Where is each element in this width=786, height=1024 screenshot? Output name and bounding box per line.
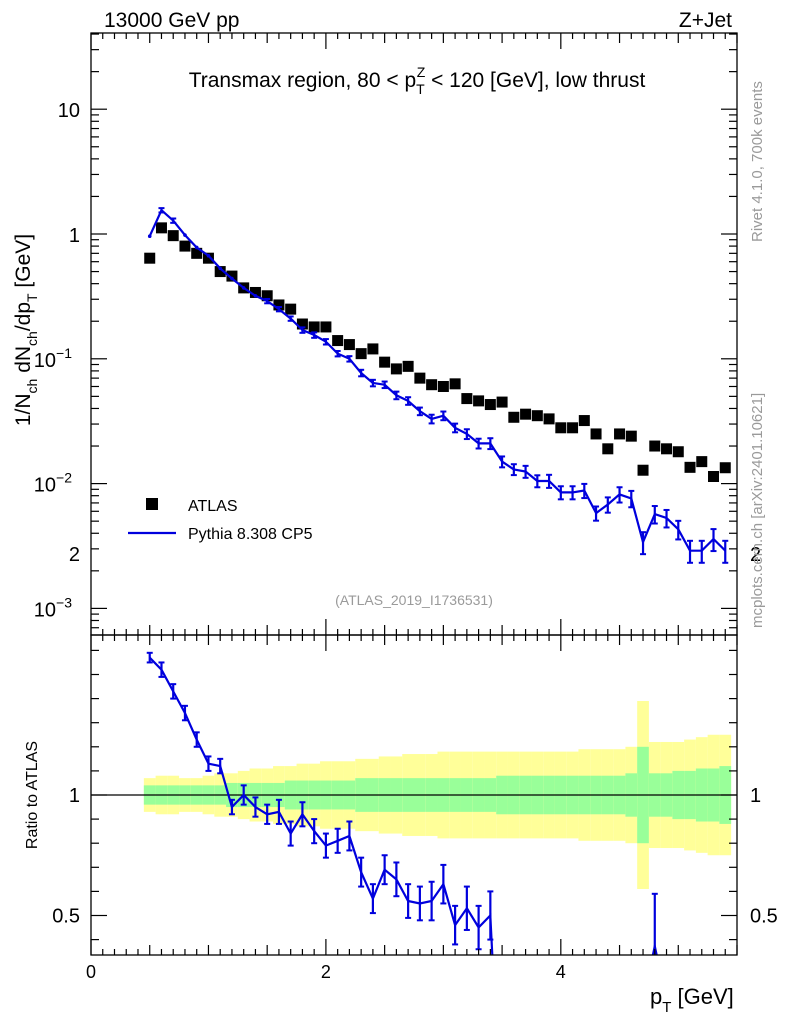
atlas-point bbox=[496, 396, 508, 408]
y-tick-label: 1 bbox=[69, 225, 80, 247]
atlas-point bbox=[567, 422, 579, 434]
x-tick-label: 2 bbox=[321, 962, 331, 982]
atlas-point bbox=[343, 339, 355, 351]
x-axis-label: pT [GeV] bbox=[650, 984, 734, 1016]
atlas-point bbox=[355, 348, 367, 360]
atlas-point bbox=[672, 446, 684, 458]
y-tick-label: 10−3 bbox=[34, 594, 72, 621]
atlas-point bbox=[437, 380, 449, 392]
atlas-point bbox=[625, 430, 637, 442]
ratio-y-tick-label-right: 1 bbox=[750, 785, 761, 807]
atlas-point bbox=[531, 410, 543, 422]
ratio-y-tick-label: 2 bbox=[69, 544, 80, 566]
atlas-point bbox=[214, 266, 226, 278]
main-y-axis-label: 1/Nch dNch/dpT [GeV] bbox=[12, 234, 40, 426]
atlas-point bbox=[144, 252, 156, 264]
ratio-line bbox=[148, 656, 494, 956]
main-plot-area bbox=[144, 207, 731, 564]
atlas-point bbox=[167, 230, 179, 242]
atlas-point bbox=[555, 422, 567, 434]
plot-title: Transmax region, 80 < pTZ < 120 [GeV], l… bbox=[189, 64, 646, 97]
atlas-point bbox=[484, 399, 496, 411]
legend: ATLAS Pythia 8.308 CP5 bbox=[128, 498, 313, 543]
atlas-point bbox=[155, 222, 167, 234]
atlas-point bbox=[637, 464, 649, 476]
atlas-point bbox=[543, 413, 555, 425]
atlas-point bbox=[520, 408, 532, 420]
y-tick-label: 10 bbox=[58, 100, 80, 122]
atlas-point bbox=[708, 470, 720, 482]
ratio-y-tick-label: 0.5 bbox=[52, 906, 80, 928]
analysis-id: (ATLAS_2019_I1736531) bbox=[335, 592, 493, 608]
y-tick-label: 10−2 bbox=[34, 470, 72, 497]
atlas-point bbox=[508, 411, 520, 423]
atlas-point bbox=[696, 456, 708, 468]
atlas-point bbox=[402, 360, 414, 372]
rivet-label: Rivet 4.1.0, 700k events bbox=[749, 81, 766, 242]
legend-atlas-marker bbox=[146, 498, 158, 510]
atlas-point bbox=[473, 395, 485, 407]
atlas-point bbox=[285, 303, 297, 315]
atlas-point bbox=[308, 321, 320, 333]
atlas-point bbox=[379, 356, 391, 368]
atlas-point bbox=[179, 240, 191, 252]
atlas-point bbox=[191, 247, 203, 259]
atlas-point bbox=[226, 270, 238, 282]
atlas-point bbox=[414, 372, 426, 384]
atlas-point bbox=[249, 286, 261, 298]
atlas-point bbox=[320, 321, 332, 333]
atlas-point bbox=[426, 379, 438, 391]
atlas-point bbox=[614, 428, 626, 440]
ratio-y-tick-label: 1 bbox=[69, 785, 80, 807]
atlas-point bbox=[273, 299, 285, 311]
atlas-point bbox=[602, 443, 614, 455]
x-tick-label: 0 bbox=[86, 962, 96, 982]
main-frame bbox=[90, 32, 738, 636]
atlas-point bbox=[261, 290, 273, 302]
atlas-point bbox=[578, 415, 590, 427]
energy-label: 13000 GeV pp bbox=[104, 9, 239, 32]
atlas-point bbox=[590, 428, 602, 440]
legend-atlas-label: ATLAS bbox=[188, 498, 238, 515]
y-tick-label: 10−1 bbox=[34, 345, 72, 372]
atlas-point bbox=[296, 318, 308, 330]
atlas-point bbox=[719, 462, 731, 474]
legend-pythia-label: Pythia 8.308 CP5 bbox=[188, 526, 313, 543]
pythia-line bbox=[148, 208, 727, 552]
atlas-point bbox=[390, 363, 402, 375]
atlas-point bbox=[461, 393, 473, 405]
ratio-arrow bbox=[651, 941, 658, 955]
ratio-y-tick-label-right: 2 bbox=[750, 544, 761, 566]
atlas-point bbox=[661, 443, 673, 455]
ratio-plot-area bbox=[91, 651, 737, 956]
atlas-point bbox=[649, 440, 661, 452]
atlas-point bbox=[332, 335, 344, 347]
atlas-point bbox=[684, 461, 696, 473]
atlas-point bbox=[202, 252, 214, 264]
atlas-point bbox=[449, 378, 461, 390]
x-tick-label: 4 bbox=[556, 962, 566, 982]
mcplots-label: mcplots.cern.ch [arXiv:2401.10621] bbox=[749, 393, 766, 628]
ratio-y-tick-label-right: 0.5 bbox=[750, 906, 778, 928]
ratio-y-axis-label: Ratio to ATLAS bbox=[24, 741, 41, 849]
atlas-point bbox=[367, 343, 379, 355]
process-label: Z+Jet bbox=[679, 9, 732, 32]
